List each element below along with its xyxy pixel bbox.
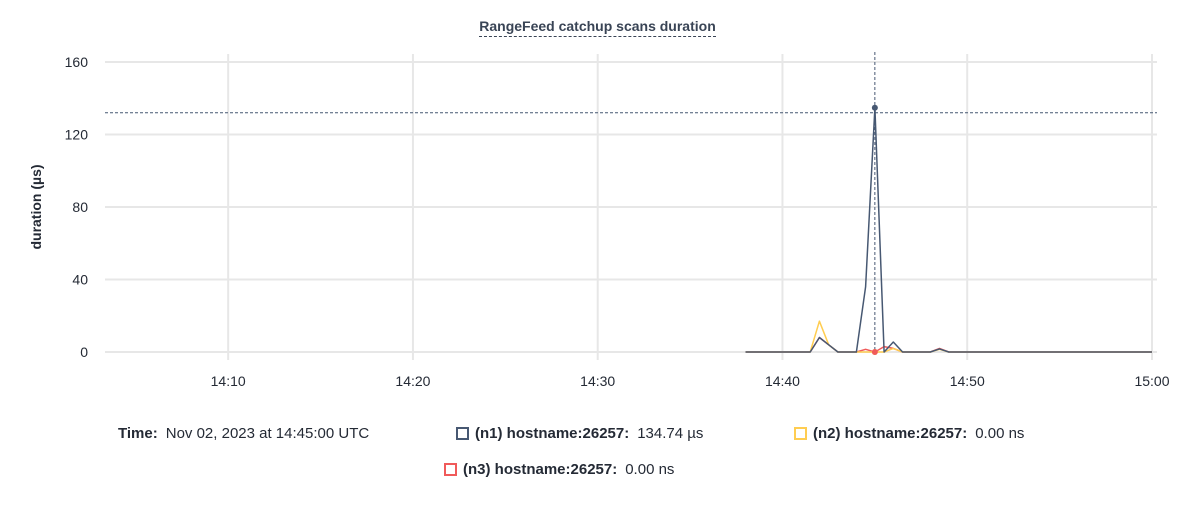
- time-value: Nov 02, 2023 at 14:45:00 UTC: [165, 425, 370, 442]
- legend-swatch: [456, 427, 469, 440]
- legend-label: (n2) hostname:26257:: [813, 425, 968, 442]
- x-tick-label: 14:40: [765, 373, 800, 389]
- x-tick-label: 15:00: [1134, 373, 1169, 389]
- x-tick-label: 14:30: [580, 373, 615, 389]
- y-tick-label: 0: [80, 344, 88, 360]
- legend-value: 0.00 ns: [975, 425, 1025, 442]
- legend-swatch: [794, 427, 807, 440]
- x-tick-label: 14:10: [211, 373, 246, 389]
- series-line: [745, 336, 1152, 353]
- legend-item-n1[interactable]: (n1) hostname:26257: 134.74 µs: [456, 425, 703, 442]
- chart-title[interactable]: RangeFeed catchup scans duration: [0, 18, 1195, 37]
- y-axis-label: duration (µs): [28, 164, 44, 249]
- series-line: [745, 320, 1152, 353]
- legend-value: 134.74 µs: [637, 425, 704, 442]
- legend-value: 0.00 ns: [625, 461, 675, 478]
- hover-point: [871, 349, 878, 355]
- y-tick-label: 160: [65, 54, 89, 70]
- legend-item-n3[interactable]: (n3) hostname:26257: 0.00 ns: [444, 461, 674, 478]
- legend-swatch: [444, 463, 457, 476]
- legend-time: Time: Nov 02, 2023 at 14:45:00 UTC: [118, 425, 369, 442]
- series-line: [745, 107, 1152, 353]
- x-tick-label: 14:50: [950, 373, 985, 389]
- y-tick-label: 120: [65, 127, 89, 143]
- x-tick-label: 14:20: [395, 373, 430, 389]
- legend-label: (n3) hostname:26257:: [463, 461, 618, 478]
- y-tick-label: 80: [72, 199, 88, 215]
- y-tick-label: 40: [72, 272, 88, 288]
- hover-point: [871, 104, 878, 111]
- legend-label: (n1) hostname:26257:: [475, 425, 630, 442]
- chart-title-text: RangeFeed catchup scans duration: [479, 18, 716, 37]
- legend-item-n2[interactable]: (n2) hostname:26257: 0.00 ns: [794, 425, 1024, 442]
- plot-area[interactable]: 0 40 80 120 160 14:10 14:20 14:30 14:40 14:50 15:0…: [0, 0, 1195, 400]
- time-label: Time:: [118, 425, 158, 442]
